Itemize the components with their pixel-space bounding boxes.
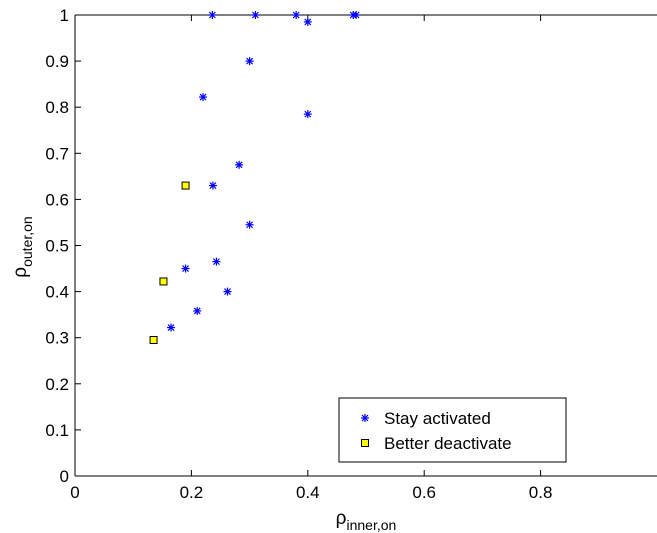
data-point-stay-activated xyxy=(245,220,254,229)
asterisk-stroke xyxy=(246,221,254,229)
data-point-stay-activated xyxy=(352,11,361,19)
y-axis-label: ρouter,on xyxy=(10,216,35,277)
y-axis-label-symbol: ρ xyxy=(10,267,31,278)
legend-box xyxy=(338,397,567,463)
y-tick-label: 0.7 xyxy=(45,144,69,163)
y-tick-label: 0.5 xyxy=(45,237,69,256)
data-point-stay-activated xyxy=(303,110,312,119)
x-axis-label-symbol: ρ xyxy=(336,508,347,529)
data-point-stay-activated xyxy=(181,264,190,273)
y-tick-label: 0.9 xyxy=(45,52,69,71)
data-point-stay-activated xyxy=(193,306,202,315)
series-1 xyxy=(167,11,361,332)
y-tick-label: 0.4 xyxy=(45,283,69,302)
data-point-stay-activated xyxy=(208,181,217,190)
asterisk-stroke xyxy=(209,182,217,189)
asterisk-stroke xyxy=(235,161,243,169)
asterisk-stroke xyxy=(213,258,220,266)
asterisk-stroke xyxy=(208,11,216,19)
y-tick-label: 1 xyxy=(60,6,69,25)
data-point-stay-activated xyxy=(212,257,221,266)
data-point-stay-activated xyxy=(292,11,301,19)
legend-marker-asterisk xyxy=(361,414,369,422)
data-point-better-deactivate xyxy=(181,181,190,190)
asterisk-stroke xyxy=(304,110,312,118)
asterisk-stroke xyxy=(199,93,207,101)
asterisk-stroke xyxy=(292,11,300,19)
legend-entry-label: Stay activated xyxy=(384,409,491,428)
series-2 xyxy=(149,181,190,345)
legend-entry-label: Better deactivate xyxy=(384,434,512,453)
legend-marker-square xyxy=(361,439,369,447)
asterisk-stroke xyxy=(352,11,360,19)
y-tick-label: 0.3 xyxy=(45,329,69,348)
y-tick-label: 0.2 xyxy=(45,375,69,394)
asterisk-stroke xyxy=(246,57,254,65)
y-axis-ticks: 0 0.1 0.2 0.3 0.4 0.5 0.6 0.7 0.8 0.9 1 xyxy=(45,6,81,486)
asterisk-stroke xyxy=(304,18,312,26)
data-point-better-deactivate xyxy=(159,277,168,286)
data-point-stay-activated xyxy=(303,17,312,26)
y-tick-label: 0.1 xyxy=(45,421,69,440)
data-point-stay-activated xyxy=(251,11,260,19)
data-point-stay-activated xyxy=(235,160,244,169)
x-tick-label: 0.8 xyxy=(529,483,553,502)
x-tick-label: 0.2 xyxy=(180,483,204,502)
y-axis-label-subscript: outer,on xyxy=(19,216,35,267)
data-points xyxy=(149,11,361,345)
y-tick-label: 0 xyxy=(60,467,69,486)
asterisk-stroke xyxy=(193,307,201,315)
data-point-stay-activated xyxy=(223,287,232,296)
x-axis-label-subscript: inner,on xyxy=(346,517,396,533)
data-point-stay-activated xyxy=(167,323,176,332)
data-point-stay-activated xyxy=(208,11,217,19)
x-axis-label: ρinner,on xyxy=(336,508,397,533)
x-tick-label: 0.6 xyxy=(412,483,436,502)
asterisk-stroke xyxy=(167,324,175,331)
asterisk-stroke xyxy=(361,414,369,422)
y-tick-label: 0.6 xyxy=(45,190,69,209)
x-tick-label: 0 xyxy=(70,483,79,502)
legend: Stay activated Better deactivate xyxy=(338,397,567,463)
data-point-better-deactivate xyxy=(149,336,158,345)
asterisk-stroke xyxy=(251,11,259,19)
x-tick-label: 0.4 xyxy=(296,483,320,502)
data-point-stay-activated xyxy=(199,93,208,102)
asterisk-stroke xyxy=(224,288,231,296)
x-axis-ticks: 0 0.2 0.4 0.6 0.8 xyxy=(70,15,552,502)
data-point-stay-activated xyxy=(245,57,254,66)
y-tick-label: 0.8 xyxy=(45,98,69,117)
asterisk-stroke xyxy=(182,265,190,272)
